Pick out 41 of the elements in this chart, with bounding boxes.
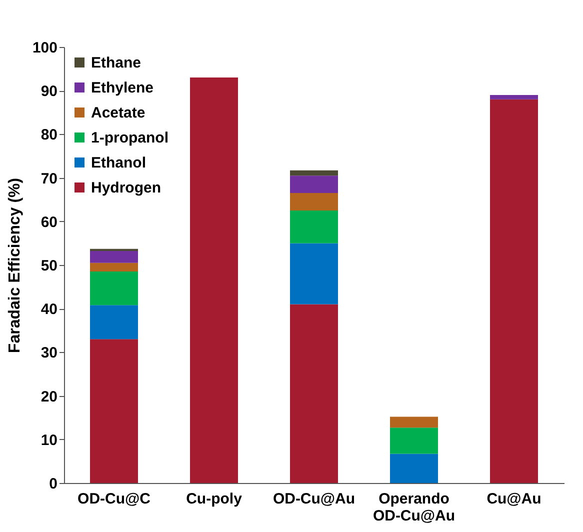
y-tick-label: 100	[32, 40, 58, 56]
y-tick-label: 60	[40, 214, 58, 231]
y-tick-label: 70	[40, 170, 58, 188]
bar	[490, 94, 538, 100]
bar	[90, 272, 138, 306]
y-tick-label: 10	[40, 432, 58, 449]
y-tick-label: 40	[40, 301, 58, 318]
legend-label: Hydrogen	[91, 180, 162, 196]
bar	[90, 262, 138, 272]
y-tick-label: 80	[40, 126, 58, 144]
bar	[90, 339, 138, 483]
bar	[90, 248, 138, 252]
bar	[90, 251, 138, 263]
bar	[390, 416, 438, 428]
legend-label: Ethanol	[91, 154, 146, 172]
x-tick-label: OD-Cu@Au	[272, 490, 356, 508]
bar	[390, 428, 438, 454]
y-tick-label: 50	[40, 258, 58, 274]
legend-label: 1-propanol	[91, 130, 168, 146]
bar	[290, 243, 338, 304]
bar	[290, 193, 338, 210]
x-tick-label: OD-Cu@C	[78, 490, 151, 508]
x-tick-label: Operando OD-Cu@Au	[372, 490, 456, 524]
x-tick-label: Cu-poly	[186, 490, 243, 508]
bar	[390, 454, 438, 483]
x-tick-label: Cu@Au	[486, 490, 542, 508]
y-tick-label: 20	[40, 388, 58, 406]
bar	[490, 99, 538, 483]
bar	[290, 304, 338, 483]
legend-label: Ethane	[91, 54, 142, 72]
y-tick-label: 90	[40, 83, 58, 100]
bar	[90, 305, 138, 340]
bar	[290, 170, 338, 176]
bar	[290, 210, 338, 244]
legend-label: Acetate	[91, 104, 146, 122]
y-tick-label: 0	[49, 476, 58, 492]
y-axis-title: Faradaic Efficiency (%)	[6, 178, 24, 354]
legend-label: Ethylene	[91, 80, 154, 96]
bar	[190, 78, 238, 483]
bar	[290, 176, 338, 194]
y-tick-label: 30	[40, 344, 58, 362]
